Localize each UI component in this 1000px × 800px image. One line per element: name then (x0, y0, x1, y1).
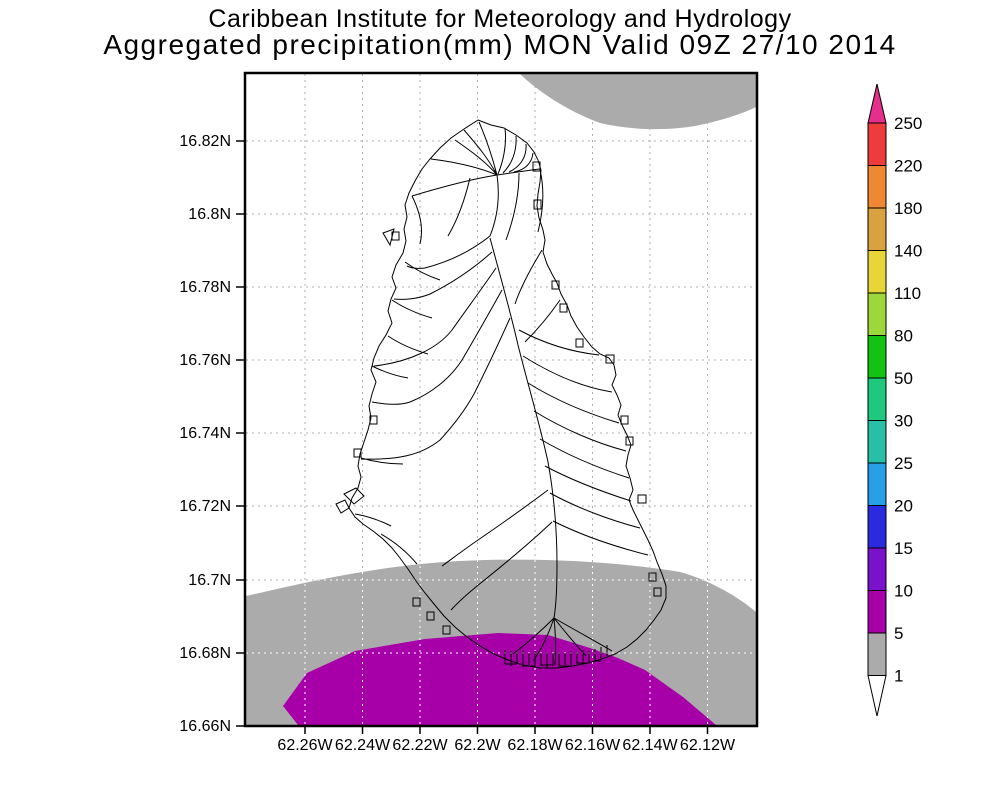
colorbar-label: 5 (894, 624, 903, 643)
lon-tick-label: 62.24W (335, 737, 391, 754)
graticule-gray (246, 74, 756, 725)
lon-tick-label: 62.14W (622, 737, 678, 754)
colorbar-label: 110 (894, 284, 921, 303)
lat-tick-label: 16.72N (179, 498, 231, 515)
colorbar-segment (867, 462, 887, 506)
colorbar-arrow-bottom (867, 675, 887, 717)
colorbar-segment (867, 335, 887, 379)
shade-gray-top-lobe (520, 74, 756, 130)
colorbar-label: 20 (894, 497, 913, 516)
colorbar-label: 15 (894, 539, 913, 558)
colorbar-segment (867, 122, 887, 166)
colorbar-label: 1 (894, 667, 903, 686)
colorbar-segment (867, 250, 887, 294)
colorbar-segment (867, 632, 887, 676)
colorbar-label: 250 (894, 114, 922, 133)
watershed-lines-east (518, 299, 649, 556)
lon-tick-label: 62.22W (392, 737, 448, 754)
basin-outlet-boxes (335, 161, 662, 635)
lon-axis-labels: 62.26W 62.24W 62.22W 62.2W 62.18W 62.16W… (277, 737, 736, 754)
colorbar-label: 50 (894, 369, 913, 388)
colorbar-segment (867, 377, 887, 421)
lat-tick-label: 16.68N (179, 645, 231, 662)
colorbar-label: 80 (894, 327, 913, 346)
lat-axis-labels: 16.82N 16.8N 16.78N 16.76N 16.74N 16.72N… (179, 133, 231, 735)
lat-tick-label: 16.74N (179, 425, 231, 442)
colorbar-segment (867, 505, 887, 549)
watershed-central-ridge (489, 237, 558, 619)
colorbar-arrow-top (867, 83, 887, 124)
lat-tick-label: 16.66N (179, 718, 231, 735)
map-frame (243, 71, 759, 728)
colorbar-segment (867, 207, 887, 251)
colorbar-segment (867, 420, 887, 464)
island-overlay (335, 119, 667, 669)
figure-title-line1: Caribbean Institute for Meteorology and … (208, 5, 792, 33)
lon-tick-label: 62.26W (277, 737, 333, 754)
lon-tick-label: 62.16W (565, 737, 621, 754)
colorbar-segment (867, 165, 887, 209)
lat-tick-label: 16.7N (188, 572, 231, 589)
graticule-white (246, 559, 756, 725)
watershed-lines-west (354, 251, 553, 611)
colorbar-label: 220 (894, 157, 922, 176)
lat-tick-label: 16.8N (188, 206, 231, 223)
watershed-lines-south (512, 617, 613, 666)
south-coast-basin-comb (504, 645, 608, 667)
colorbar-label: 25 (894, 454, 913, 473)
axis-ticks (236, 140, 709, 734)
colorbar-segment (867, 590, 887, 634)
colorbar-labels: 250 220 180 140 110 80 50 30 25 20 15 10… (894, 114, 922, 686)
colorbar-label: 10 (894, 582, 913, 601)
lat-tick-label: 16.82N (179, 133, 231, 150)
lon-tick-label: 62.18W (507, 737, 563, 754)
lon-tick-label: 62.2W (454, 737, 501, 754)
colorbar-label: 140 (894, 242, 922, 261)
watershed-lines-north (406, 121, 544, 305)
figure-title-line2: Aggregated precipitation(mm) MON Valid 0… (103, 29, 897, 60)
lat-tick-label: 16.78N (179, 279, 231, 296)
colorbar-segment (867, 292, 887, 336)
lat-tick-label: 16.76N (179, 352, 231, 369)
colorbar-label: 180 (894, 199, 922, 218)
lon-tick-label: 62.12W (680, 737, 736, 754)
colorbar-label: 30 (894, 412, 913, 431)
colorbar-segment (867, 547, 887, 591)
shade-magenta-oval (283, 633, 716, 725)
colorbar: 250 220 180 140 110 80 50 30 25 20 15 10… (867, 83, 922, 717)
